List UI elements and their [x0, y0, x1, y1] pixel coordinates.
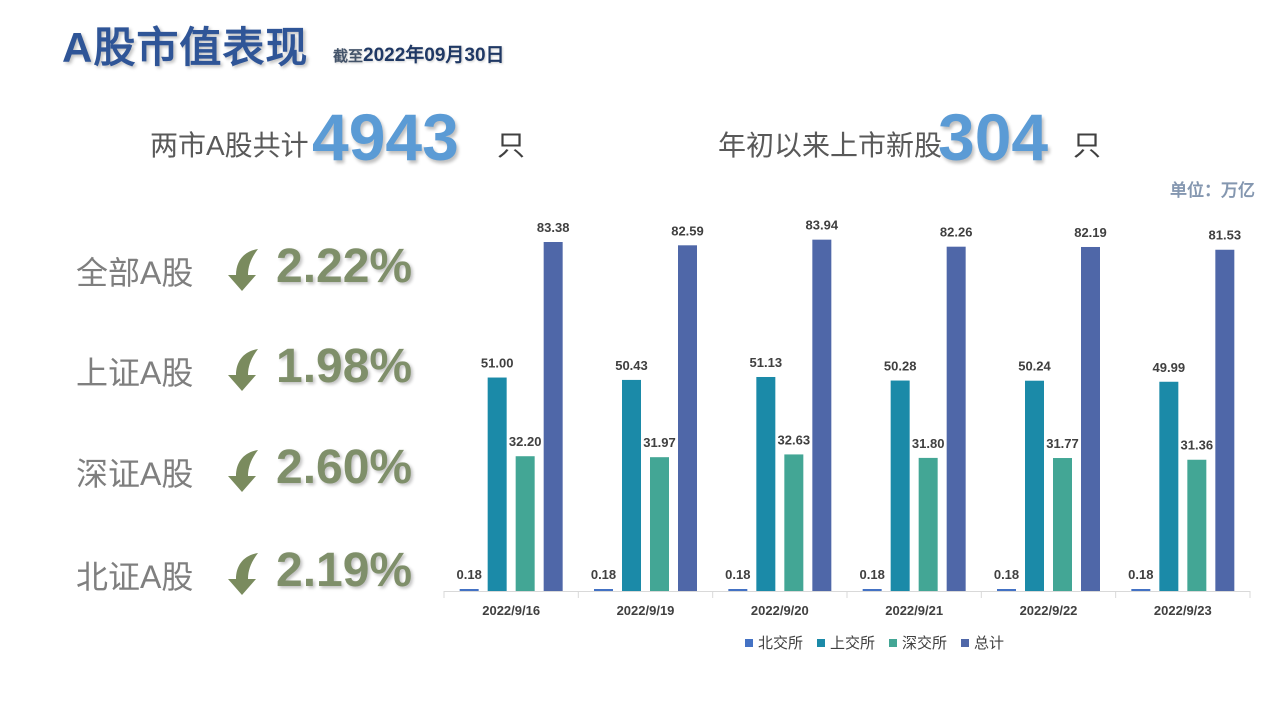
bar-2: [487, 377, 507, 591]
legend-swatch: [889, 638, 898, 647]
data-label: 82.59: [671, 223, 704, 238]
bar-1: [594, 589, 613, 591]
perf-value-bj: 2.19%: [276, 544, 413, 597]
data-label: 50.28: [884, 359, 917, 374]
legend-label: 北交所: [758, 635, 804, 652]
new-listings-label: 年初以来上市新股: [718, 130, 943, 161]
legend-label: 深交所: [902, 635, 948, 652]
x-tick-label: 2022/9/19: [617, 603, 675, 618]
data-label: 81.53: [1209, 228, 1242, 243]
perf-value-sh: 1.98%: [276, 340, 413, 393]
down-arrow-icon: [228, 349, 258, 391]
data-label: 31.36: [1181, 438, 1214, 453]
asof-date-value: 2022年09月30日: [363, 45, 505, 66]
bar-4: [946, 246, 966, 591]
perf-value-sz: 2.60%: [276, 441, 413, 494]
chart-legend: 北交所 上交所 深交所 总计: [745, 632, 1004, 653]
total-stocks-unit: 只: [497, 130, 526, 161]
bar-2: [756, 376, 776, 591]
bar-3: [515, 456, 535, 591]
bar-3: [1187, 459, 1207, 591]
bar-4: [1081, 246, 1100, 591]
perf-label-all: 全部A股: [76, 255, 194, 291]
perf-label-bj: 北证A股: [76, 559, 194, 595]
perf-label-sh: 上证A股: [76, 355, 194, 391]
x-tick-label: 2022/9/16: [482, 603, 540, 618]
data-label: 50.24: [1018, 359, 1051, 374]
data-label: 32.63: [778, 432, 811, 447]
down-arrow-icon: [228, 450, 258, 492]
bar-3: [1053, 458, 1072, 591]
legend-swatch: [961, 638, 970, 647]
bar-4: [543, 242, 563, 591]
unit-note: 单位：万亿: [1170, 181, 1255, 200]
bar-2: [1159, 381, 1179, 591]
data-label: 83.38: [537, 220, 570, 235]
bar-2: [622, 379, 641, 591]
data-label: 51.00: [481, 356, 514, 371]
legend-item: 北交所: [745, 632, 803, 653]
bar-2: [890, 380, 910, 591]
data-label: 0.18: [1128, 567, 1153, 582]
data-label: 50.43: [615, 358, 648, 373]
x-tick-label: 2022/9/21: [885, 603, 943, 618]
total-stocks-value: 4943: [312, 100, 459, 174]
bar-4: [1215, 249, 1235, 591]
legend-label: 总计: [974, 635, 1005, 652]
data-label: 31.97: [643, 435, 676, 450]
perf-label-sz: 深证A股: [76, 456, 194, 492]
total-stocks-label: 两市A股共计: [150, 130, 309, 161]
data-label: 31.80: [912, 436, 945, 451]
legend-swatch: [817, 638, 826, 647]
bar-1: [459, 589, 479, 591]
bar-1: [862, 589, 882, 591]
legend-item: 总计: [961, 632, 1004, 653]
new-listings-unit: 只: [1073, 130, 1102, 161]
bar-3: [784, 454, 804, 591]
asof-prefix: 截至: [333, 48, 364, 65]
x-tick-label: 2022/9/20: [751, 603, 809, 618]
bar-1: [728, 589, 748, 591]
x-tick-label: 2022/9/22: [1020, 603, 1078, 618]
x-tick-label: 2022/9/23: [1154, 603, 1212, 618]
asof-date: 截至2022年09月30日: [333, 40, 505, 67]
new-listings-value: 304: [938, 100, 1049, 174]
bar-1: [997, 589, 1016, 591]
data-label: 0.18: [591, 567, 616, 582]
legend-item: 深交所: [889, 632, 947, 653]
bar-1: [1131, 589, 1151, 591]
down-arrow-icon: [228, 249, 258, 291]
legend-swatch: [745, 638, 753, 647]
data-label: 0.18: [860, 567, 885, 582]
page-title: A股市值表现: [62, 24, 309, 71]
bar-4: [812, 239, 832, 591]
data-label: 49.99: [1153, 360, 1186, 375]
bar-2: [1025, 380, 1044, 591]
bar-3: [650, 457, 669, 591]
data-label: 0.18: [457, 567, 482, 582]
data-label: 82.26: [940, 225, 973, 240]
bar-3: [918, 457, 938, 591]
data-label: 82.19: [1074, 225, 1107, 240]
perf-value-all: 2.22%: [276, 240, 413, 293]
bar-4: [678, 245, 697, 591]
legend-label: 上交所: [830, 635, 876, 652]
data-label: 32.20: [509, 434, 542, 449]
down-arrow-icon: [228, 553, 258, 595]
legend-item: 上交所: [817, 632, 875, 653]
data-label: 0.18: [994, 567, 1019, 582]
data-label: 31.77: [1046, 436, 1079, 451]
data-label: 83.94: [806, 218, 839, 233]
data-label: 0.18: [725, 567, 750, 582]
data-label: 51.13: [750, 355, 783, 370]
